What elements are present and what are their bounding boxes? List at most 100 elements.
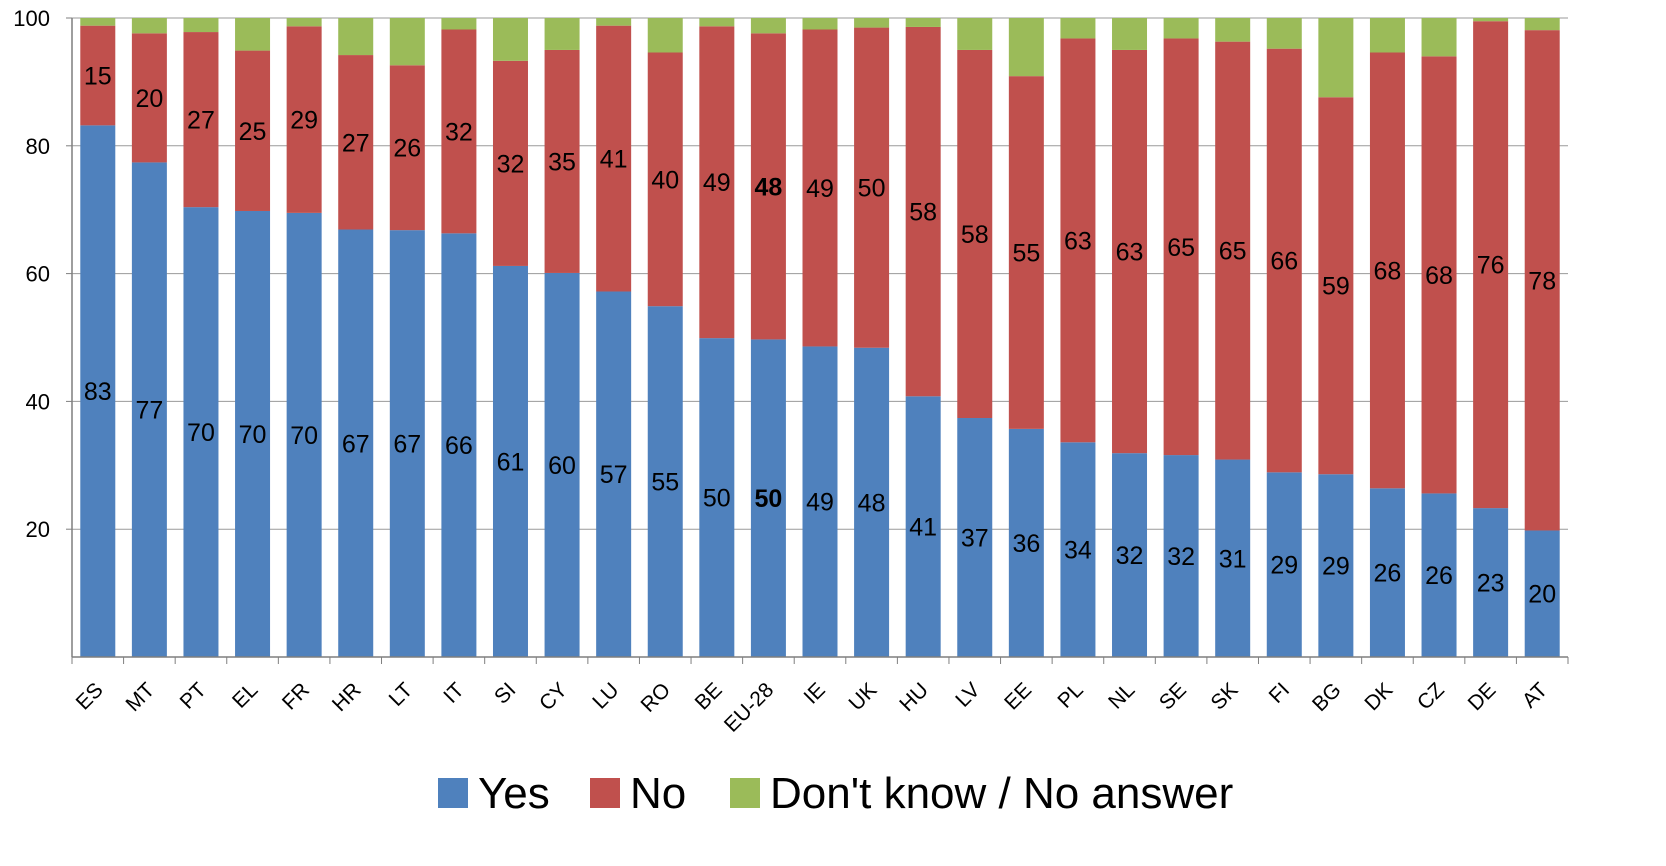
bar-segment-don-t-know-no-answer	[596, 18, 632, 26]
data-label: 63	[1064, 227, 1092, 255]
data-label: 68	[1425, 262, 1453, 290]
bar-segment-no	[802, 29, 838, 347]
data-label: 32	[1167, 543, 1195, 571]
bar-segment-don-t-know-no-answer	[1008, 18, 1044, 77]
bar-segment-no	[1163, 38, 1199, 456]
data-label: 60	[548, 452, 576, 480]
data-label: 50	[755, 485, 783, 513]
bar-segment-no	[492, 60, 528, 266]
data-label: 26	[1425, 562, 1453, 590]
bar-segment-yes	[286, 212, 322, 657]
bar-segment-no	[131, 33, 167, 163]
data-label: 26	[393, 135, 421, 163]
data-label: 66	[1270, 248, 1298, 276]
bar-segment-don-t-know-no-answer	[1215, 18, 1251, 42]
bar-segment-no	[1112, 49, 1148, 454]
x-tick-label: CZ	[1413, 678, 1449, 714]
x-tick-label: SE	[1155, 678, 1191, 714]
bar-segment-no	[957, 49, 993, 419]
bar-segment-yes	[1008, 428, 1044, 657]
data-label: 59	[1322, 273, 1350, 301]
x-tick-label: UK	[845, 678, 882, 715]
bar-segment-don-t-know-no-answer	[441, 18, 477, 30]
bar-segment-don-t-know-no-answer	[1266, 18, 1302, 49]
bar-segment-don-t-know-no-answer	[338, 18, 374, 56]
bar-segment-no	[1473, 21, 1509, 509]
bar-segment-yes	[389, 230, 425, 657]
data-label: 20	[135, 85, 163, 113]
data-label: 49	[703, 169, 731, 197]
bar-segment-don-t-know-no-answer	[235, 18, 271, 51]
x-tick-label: IT	[439, 678, 469, 708]
bar-segment-no	[1369, 52, 1405, 489]
data-label: 25	[239, 118, 267, 146]
bar-segment-don-t-know-no-answer	[1318, 18, 1354, 98]
bar-segment-don-t-know-no-answer	[1112, 18, 1148, 50]
bar-segment-don-t-know-no-answer	[957, 18, 993, 50]
x-tick-label: SK	[1206, 678, 1242, 714]
bar-segment-yes	[131, 162, 167, 657]
bar-segment-don-t-know-no-answer	[647, 18, 683, 53]
data-label: 65	[1219, 238, 1247, 266]
bar-segment-yes	[1318, 474, 1354, 657]
data-label: 49	[806, 175, 834, 203]
data-label: 27	[342, 129, 370, 157]
bar-segment-don-t-know-no-answer	[1060, 18, 1096, 39]
bar-segment-no	[854, 27, 890, 348]
data-label: 41	[600, 146, 628, 174]
x-tick-label: LU	[588, 678, 623, 713]
y-tick-label: 20	[26, 517, 50, 542]
data-label: 23	[1477, 570, 1505, 598]
bar-segment-no	[441, 29, 477, 234]
data-label: 20	[1528, 581, 1556, 609]
bar-segment-yes	[235, 210, 271, 657]
legend-swatch	[438, 778, 468, 808]
bar-segment-no	[1318, 97, 1354, 475]
x-tick-label: ES	[72, 678, 108, 714]
bar-segment-no	[80, 25, 116, 126]
bar-segment-yes	[1369, 488, 1405, 657]
bar-segment-no	[338, 55, 374, 230]
data-label: 63	[1116, 239, 1144, 267]
data-labels: 83 15 77 20 70 27 70 25 70 29 67 27 67 26 66 32 61 32 60 35…	[84, 63, 1556, 609]
bar-segment-yes	[544, 272, 580, 657]
x-tick-label: DE	[1464, 678, 1501, 715]
bar-segment-don-t-know-no-answer	[1421, 18, 1457, 57]
y-tick-label: 100	[13, 6, 50, 31]
bar-segment-yes	[1473, 508, 1509, 657]
bar-segment-no	[544, 49, 580, 273]
data-label: 48	[755, 173, 783, 201]
bar-segment-yes	[1060, 442, 1096, 657]
bar-segment-yes	[647, 306, 683, 657]
data-label: 34	[1064, 537, 1092, 565]
data-label: 15	[84, 63, 112, 91]
bars	[80, 18, 1560, 658]
bar-segment-don-t-know-no-answer	[286, 18, 322, 27]
bar-segment-no	[1008, 76, 1044, 429]
bar-segment-don-t-know-no-answer	[1369, 18, 1405, 53]
bar-segment-no	[286, 26, 322, 213]
bar-segment-don-t-know-no-answer	[1473, 18, 1509, 22]
bar-segment-don-t-know-no-answer	[80, 18, 116, 26]
data-label: 83	[84, 378, 112, 406]
bar-segment-no	[1421, 56, 1457, 494]
bar-segment-yes	[441, 233, 477, 657]
data-label: 41	[909, 514, 937, 542]
bar-segment-yes	[80, 125, 116, 658]
data-label: 68	[1374, 257, 1402, 285]
data-label: 57	[600, 461, 628, 489]
data-label: 55	[651, 469, 679, 497]
data-label: 77	[135, 397, 163, 425]
y-tick-label: 60	[26, 262, 50, 287]
bar-segment-don-t-know-no-answer	[699, 18, 735, 27]
bar-segment-yes	[338, 229, 374, 657]
bar-segment-yes	[596, 291, 632, 657]
bar-segment-no	[235, 50, 271, 211]
data-label: 27	[187, 107, 215, 135]
x-tick-label: PT	[176, 678, 211, 713]
data-label: 50	[703, 485, 731, 513]
bar-segment-no	[647, 52, 683, 307]
bar-segment-yes	[183, 207, 219, 658]
data-label: 29	[290, 107, 318, 135]
data-label: 26	[1374, 560, 1402, 588]
